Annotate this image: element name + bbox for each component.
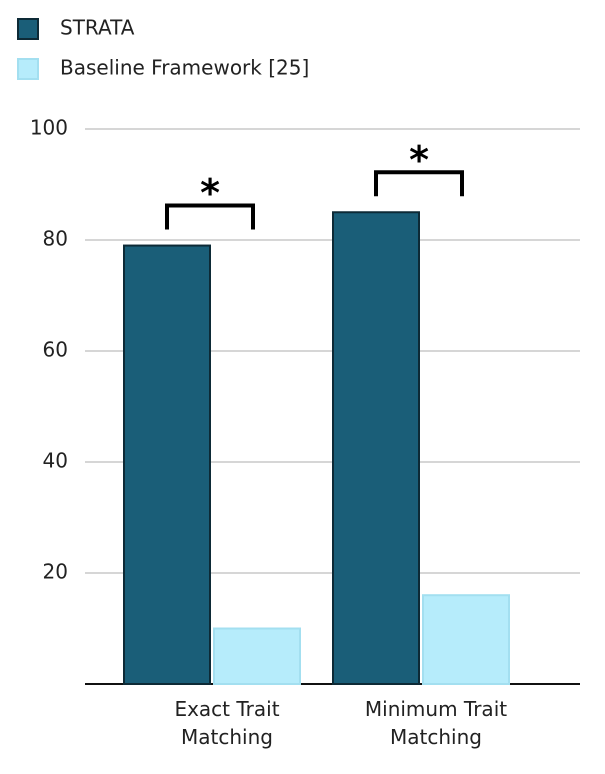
y-tick-label: 80 xyxy=(43,227,68,251)
legend-swatch xyxy=(17,58,39,80)
significance-bracket xyxy=(165,203,255,230)
significance-bracket xyxy=(374,170,464,197)
x-tick-label: Minimum Trait Matching xyxy=(365,697,507,749)
legend-swatch xyxy=(17,18,39,40)
bar xyxy=(213,627,301,685)
y-tick-label: 60 xyxy=(43,338,68,362)
legend-label: STRATA xyxy=(60,16,135,40)
significance-mark: * xyxy=(200,171,220,215)
y-tick-label: 100 xyxy=(30,116,68,140)
x-tick-label: Exact Trait Matching xyxy=(174,697,279,749)
bar xyxy=(332,211,420,685)
y-tick-label: 40 xyxy=(43,449,68,473)
bar xyxy=(422,594,510,686)
significance-mark: * xyxy=(409,138,429,182)
y-tick-label: 20 xyxy=(43,560,68,584)
legend-label: Baseline Framework [25] xyxy=(60,56,309,80)
bar xyxy=(123,244,211,686)
